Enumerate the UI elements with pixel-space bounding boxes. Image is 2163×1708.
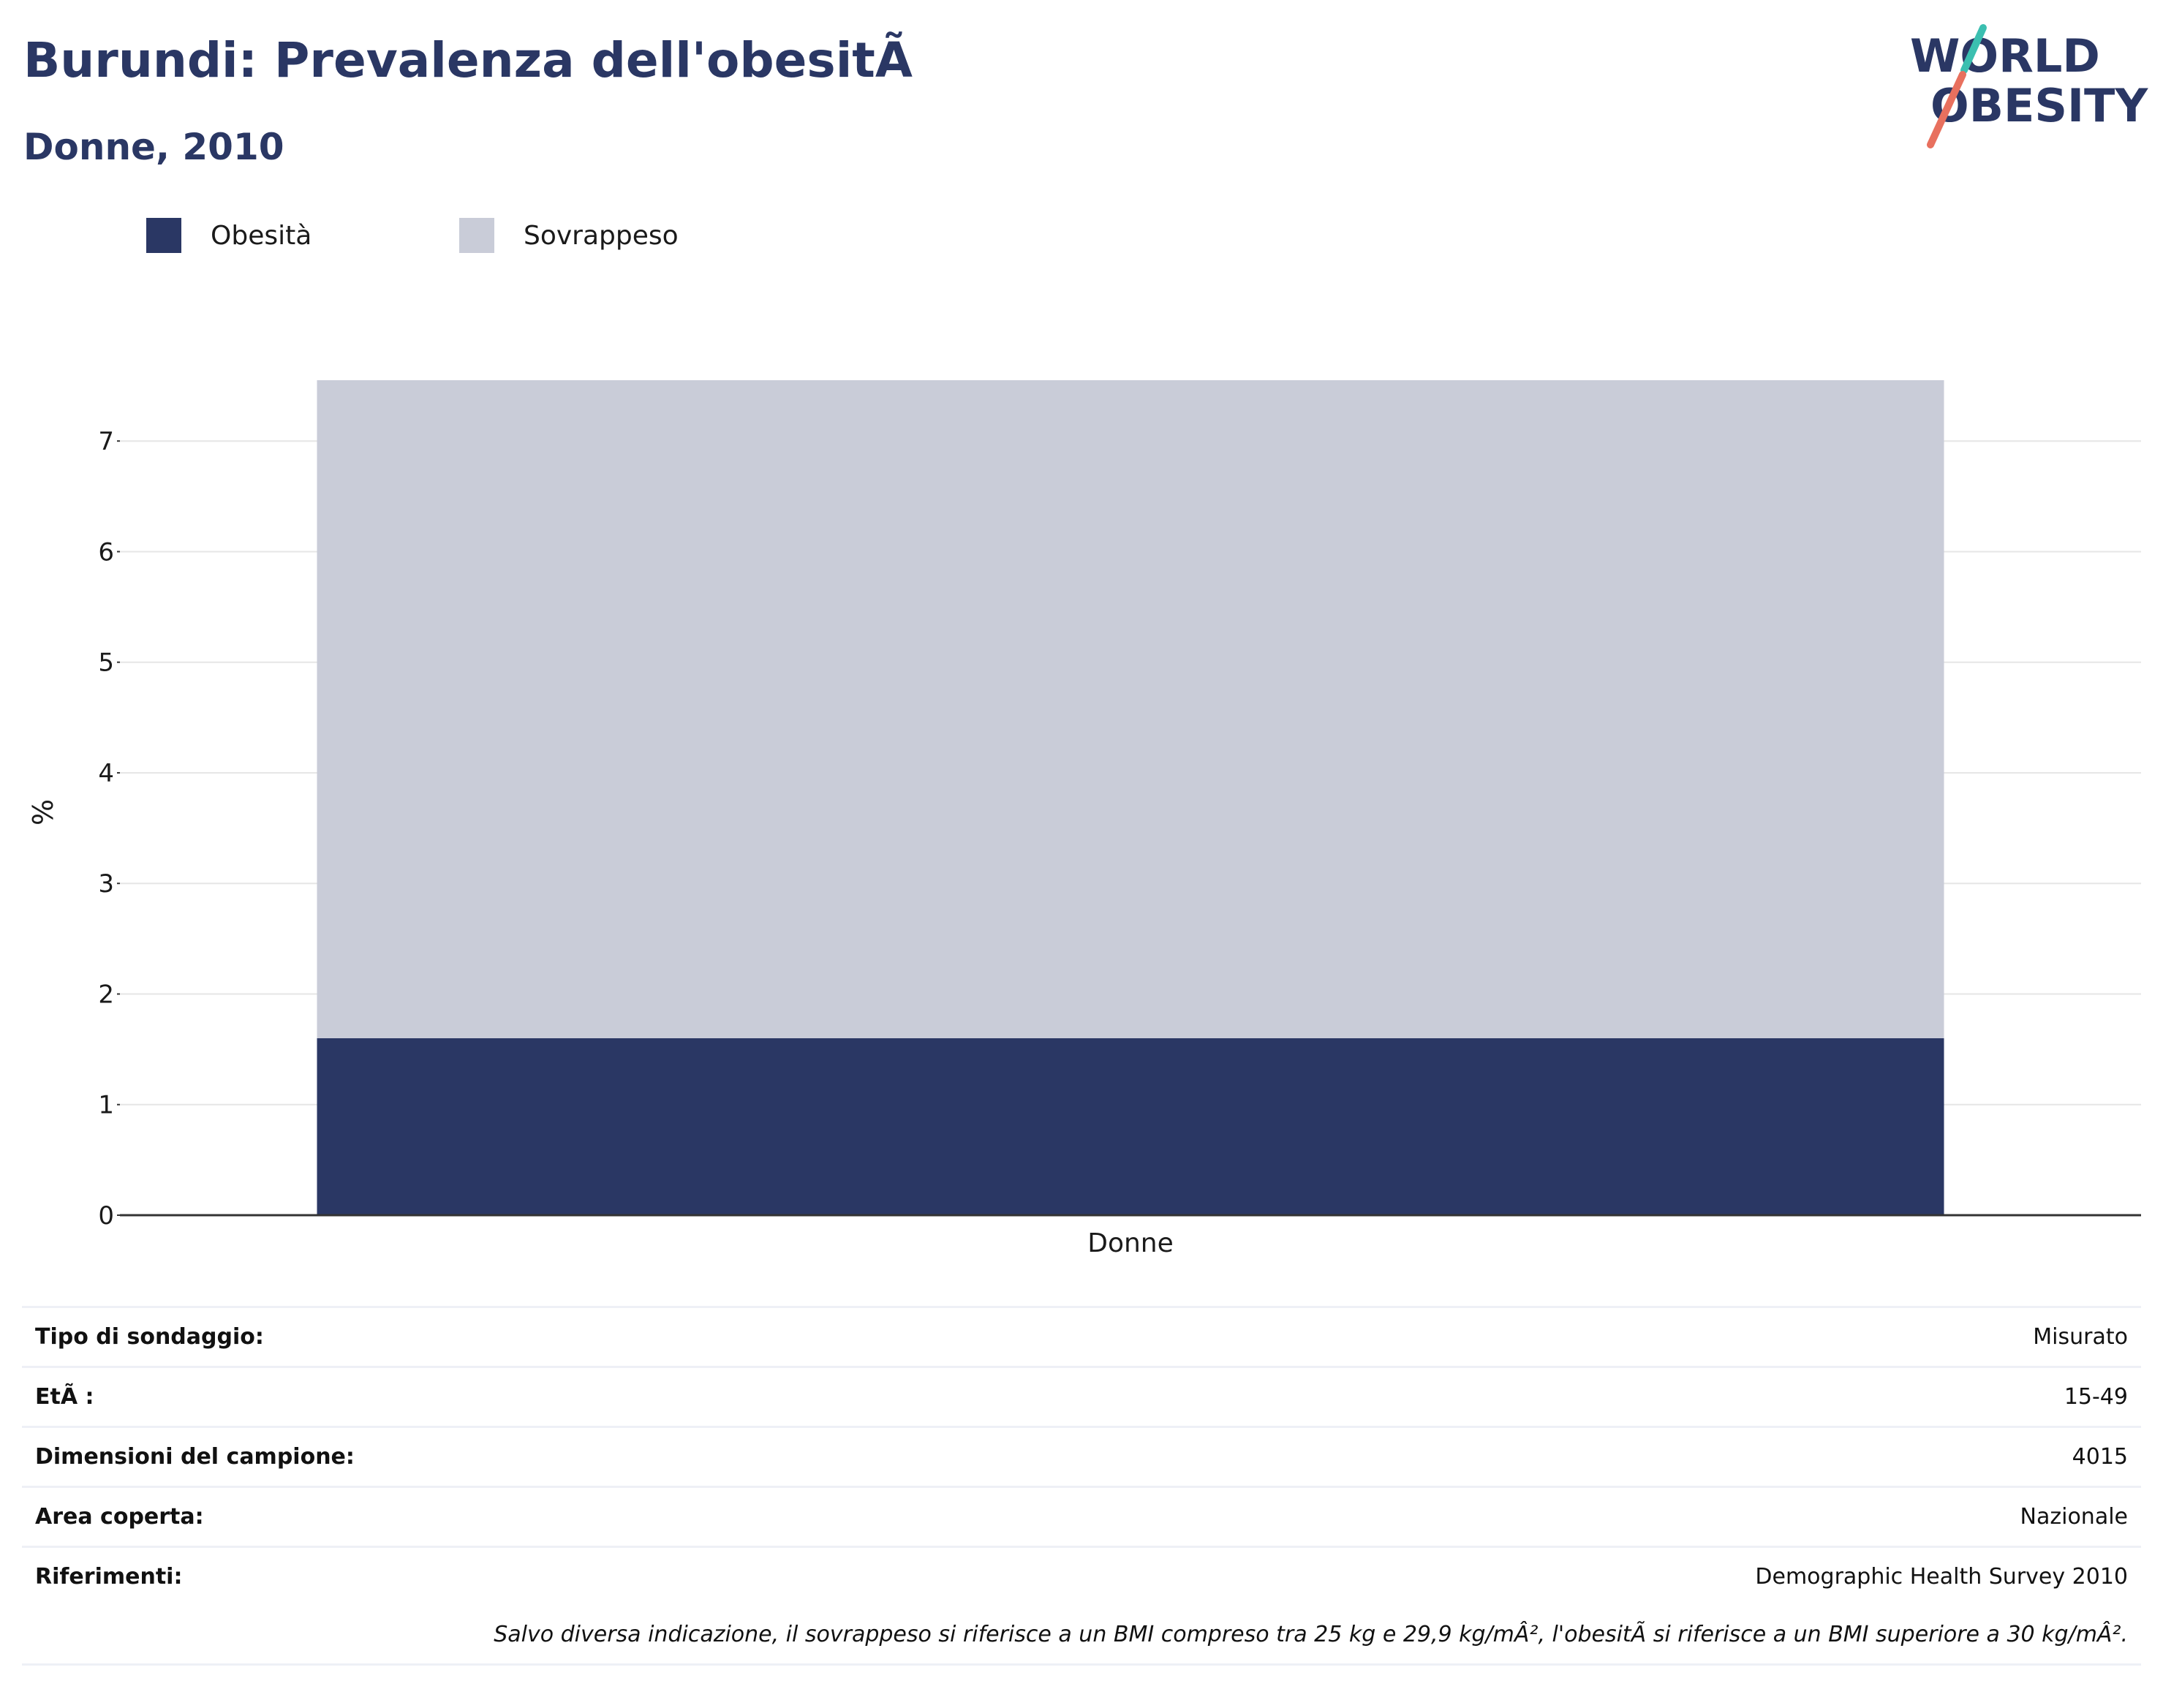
legend-label-obesita: Obesità [211, 220, 312, 251]
y-tick-label: 0 [98, 1201, 114, 1231]
y-tick-label: 4 [98, 759, 114, 788]
info-row-survey-type: Tipo di sondaggio: Misurato [22, 1306, 2141, 1366]
y-tick-label: 3 [98, 869, 114, 899]
x-tick-label: Donne [1087, 1228, 1174, 1258]
info-value: Demographic Health Survey 2010 [1755, 1564, 2128, 1590]
bar-segment-obesita [317, 1038, 1944, 1215]
logo-slash-coral [1927, 71, 1966, 148]
legend-item-sovrappeso[interactable]: Sovrappeso [459, 216, 679, 254]
y-tick-label: 5 [98, 649, 114, 678]
logo-word-obesity: OBESITY [1930, 79, 2148, 132]
chart-subtitle: Donne, 2010 [23, 126, 284, 168]
y-tick-label: 1 [98, 1091, 114, 1120]
survey-info-table: Tipo di sondaggio: Misurato EtÃ : 15-49 … [22, 1306, 2141, 1666]
info-label: Dimensioni del campione: [35, 1444, 355, 1470]
y-tick-label: 2 [98, 980, 114, 1009]
info-label: Riferimenti: [35, 1564, 183, 1590]
logo-word-world: WORLD [1910, 29, 2100, 83]
stacked-bar-chart: Donne 0 1 2 3 4 5 6 7% [27, 380, 2141, 1258]
info-label: Area coperta: [35, 1504, 204, 1530]
legend-swatch-sovrappeso [459, 218, 494, 253]
logo-slash-teal [1960, 24, 1987, 74]
info-value: 15-49 [2064, 1384, 2128, 1410]
world-obesity-logo: WORLD OBESITY [1910, 24, 2148, 148]
y-axis-label: % [27, 799, 59, 825]
info-row-area: Area coperta: Nazionale [22, 1486, 2141, 1546]
info-value: 4015 [2072, 1444, 2128, 1470]
info-row-age: EtÃ : 15-49 [22, 1366, 2141, 1426]
info-label: Tipo di sondaggio: [35, 1324, 264, 1350]
legend-label-sovrappeso: Sovrappeso [524, 220, 679, 251]
bmi-definition-note: Salvo diversa indicazione, il sovrappeso… [22, 1606, 2141, 1666]
info-value: Nazionale [2020, 1504, 2128, 1530]
y-tick-label: 7 [98, 427, 114, 456]
legend-swatch-obesita [146, 218, 181, 253]
bar-segment-sovrappeso [317, 380, 1944, 1038]
legend-item-obesita[interactable]: Obesità [146, 216, 312, 254]
info-row-sample-size: Dimensioni del campione: 4015 [22, 1426, 2141, 1486]
y-tick-label: 6 [98, 537, 114, 567]
info-value: Misurato [2033, 1324, 2128, 1350]
chart-title: Burundi: Prevalenza dell'obesitÃ [23, 32, 913, 88]
info-label: EtÃ : [35, 1384, 94, 1410]
info-row-references: Riferimenti: Demographic Health Survey 2… [22, 1546, 2141, 1606]
